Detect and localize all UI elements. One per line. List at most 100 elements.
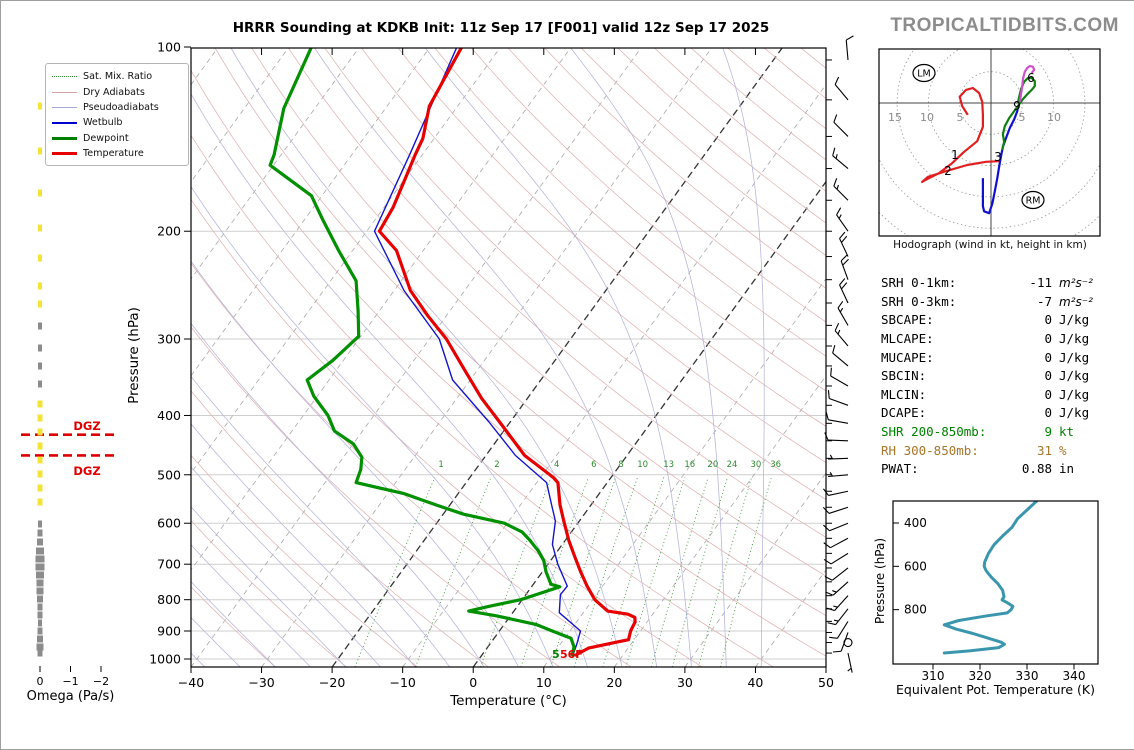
stat-unit: J/kg bbox=[1059, 331, 1115, 346]
omega-profile: 0−1−2 bbox=[36, 103, 110, 689]
pseudoadiabat-line-sample bbox=[52, 107, 77, 108]
stat-unit: % bbox=[1059, 443, 1115, 458]
pressure-tick-label: 800 bbox=[157, 592, 181, 607]
stat-label: MLCIN: bbox=[881, 387, 926, 402]
hodograph-height-label: 2 bbox=[944, 164, 952, 178]
omega-tick-label: 0 bbox=[37, 675, 44, 688]
stat-value: 0 bbox=[926, 387, 1052, 402]
stat-label: DCAPE: bbox=[881, 405, 926, 420]
theta-e-x-tick-label: 330 bbox=[1016, 669, 1039, 683]
stat-value: 9 bbox=[986, 424, 1052, 439]
stat-label: SHR 200-850mb: bbox=[881, 424, 986, 439]
theta-e-x-tick-label: 340 bbox=[1063, 669, 1086, 683]
theta-e-y-tick-label: 800 bbox=[904, 603, 927, 617]
hodograph-caption: Hodograph (wind in kt, height in km) bbox=[877, 239, 1103, 251]
hodograph-frame bbox=[879, 49, 1100, 236]
stat-row-pwat: PWAT: 0.88 in bbox=[881, 461, 1115, 480]
temperature-axis-label: Temperature (°C) bbox=[191, 693, 826, 709]
stat-label: SRH 0-1km: bbox=[881, 275, 956, 290]
temperature-line-sample bbox=[52, 152, 77, 155]
stats-panel: SRH 0-1km: -11 m²s⁻² SRH 0-3km: -7 m²s⁻²… bbox=[881, 275, 1115, 480]
site-logo: TROPICALTIDBITS.COM bbox=[890, 15, 1119, 37]
stat-unit: J/kg bbox=[1059, 387, 1115, 402]
wind-barbs bbox=[823, 36, 855, 674]
temperature-tick-label: 30 bbox=[677, 675, 693, 690]
temperature-tick-label: −10 bbox=[389, 675, 415, 690]
theta-e-y-axis-label: Pressure (hPa) bbox=[873, 510, 887, 652]
hodograph-height-label: 6 bbox=[1027, 71, 1035, 85]
stat-value: 0 bbox=[926, 405, 1052, 420]
mixing-ratio-label: 10 bbox=[637, 460, 648, 470]
stat-row-mlcin: MLCIN: 0 J/kg bbox=[881, 387, 1115, 406]
pressure-tick-label: 700 bbox=[157, 557, 181, 572]
pressure-axis-label: Pressure (hPa) bbox=[126, 248, 142, 463]
hodograph-height-label: 9 bbox=[1013, 99, 1021, 113]
theta-e-curve bbox=[944, 501, 1036, 653]
legend-item-dry-adiabats: Dry Adiabats bbox=[52, 84, 182, 99]
legend-item-pseudoadiabats: Pseudoadiabats bbox=[52, 100, 182, 115]
stat-value: 0 bbox=[926, 368, 1052, 383]
legend-label: Dewpoint bbox=[83, 133, 129, 144]
stat-value: -11 bbox=[956, 275, 1052, 290]
mixing-ratio-label: 16 bbox=[684, 460, 695, 470]
sat-mix-ratio-line-sample bbox=[52, 76, 77, 77]
stat-unit: J/kg bbox=[1059, 368, 1115, 383]
stat-value: 0 bbox=[934, 312, 1052, 327]
wetbulb-line-sample bbox=[52, 122, 77, 124]
temperature-tick-label: 20 bbox=[606, 675, 622, 690]
stat-label: RH 300-850mb: bbox=[881, 443, 979, 458]
temperature-tick-label: −20 bbox=[319, 675, 345, 690]
legend-label: Sat. Mix. Ratio bbox=[83, 71, 152, 82]
stat-label: PWAT: bbox=[881, 461, 919, 476]
stat-row-srh-0-1km: SRH 0-1km: -11 m²s⁻² bbox=[881, 275, 1115, 294]
hodograph-ring-label: 10 bbox=[920, 111, 934, 124]
temperature-tick-label: 0 bbox=[469, 675, 477, 690]
stat-label: MUCAPE: bbox=[881, 350, 934, 365]
stat-unit: m²s⁻² bbox=[1059, 276, 1115, 290]
stat-label: MLCAPE: bbox=[881, 331, 934, 346]
dgz-label-bottom: DGZ bbox=[70, 464, 104, 478]
legend-label: Dry Adiabats bbox=[83, 87, 145, 98]
legend-label: Pseudoadiabats bbox=[83, 102, 159, 113]
legend-label: Temperature bbox=[83, 148, 144, 159]
temperature-tick-label: −40 bbox=[178, 675, 204, 690]
temperature-tick-label: −30 bbox=[248, 675, 274, 690]
dgz-label-top: DGZ bbox=[70, 419, 104, 433]
pressure-tick-label: 500 bbox=[157, 467, 181, 482]
legend-item-wetbulb: Wetbulb bbox=[52, 115, 182, 130]
omega-axis-label: Omega (Pa/s) bbox=[8, 689, 133, 704]
mixing-ratio-label: 20 bbox=[707, 460, 718, 470]
legend-item-dewpoint: Dewpoint bbox=[52, 131, 182, 146]
pressure-tick-label: 1000 bbox=[149, 652, 181, 667]
stat-row-rh-300-850: RH 300-850mb: 31 % bbox=[881, 443, 1115, 462]
hodograph-ring-label: 5 bbox=[957, 111, 964, 124]
stat-row-mlcape: MLCAPE: 0 J/kg bbox=[881, 331, 1115, 350]
stat-value: 0 bbox=[934, 331, 1052, 346]
dry-adiabat-line-sample bbox=[52, 92, 77, 93]
pressure-tick-label: 900 bbox=[157, 623, 181, 638]
stat-row-shear-200-850: SHR 200-850mb: 9 kt bbox=[881, 424, 1115, 443]
skewt-axes: 1002003004005006007008009001000−40−30−20… bbox=[149, 40, 834, 691]
mixing-ratio-label: 24 bbox=[727, 460, 738, 470]
hodograph-trace-low-level bbox=[922, 88, 999, 182]
left-mover-marker: LM bbox=[917, 69, 931, 80]
page-title: HRRR Sounding at KDKB Init: 11z Sep 17 [… bbox=[151, 20, 851, 36]
dewpoint-line-sample bbox=[52, 137, 77, 140]
theta-e-y-tick-label: 400 bbox=[904, 516, 927, 530]
mixing-ratio-label: 8 bbox=[618, 460, 623, 470]
stat-label: SBCAPE: bbox=[881, 312, 934, 327]
hodograph-ring-label: 15 bbox=[888, 111, 902, 124]
stat-unit: m²s⁻² bbox=[1059, 295, 1115, 309]
stat-unit: J/kg bbox=[1059, 312, 1115, 327]
legend-box: Sat. Mix. Ratio Dry Adiabats Pseudoadiab… bbox=[45, 63, 189, 166]
mixing-ratio-label: 2 bbox=[494, 460, 499, 470]
hodograph-height-label: 3 bbox=[994, 150, 1002, 164]
pressure-tick-label: 400 bbox=[157, 408, 181, 423]
stat-value: -7 bbox=[956, 294, 1052, 309]
stat-row-dcape: DCAPE: 0 J/kg bbox=[881, 405, 1115, 424]
stat-label: SRH 0-3km: bbox=[881, 294, 956, 309]
surface-temperature-label: 56F bbox=[560, 648, 583, 661]
omega-tick-label: −1 bbox=[62, 675, 78, 688]
